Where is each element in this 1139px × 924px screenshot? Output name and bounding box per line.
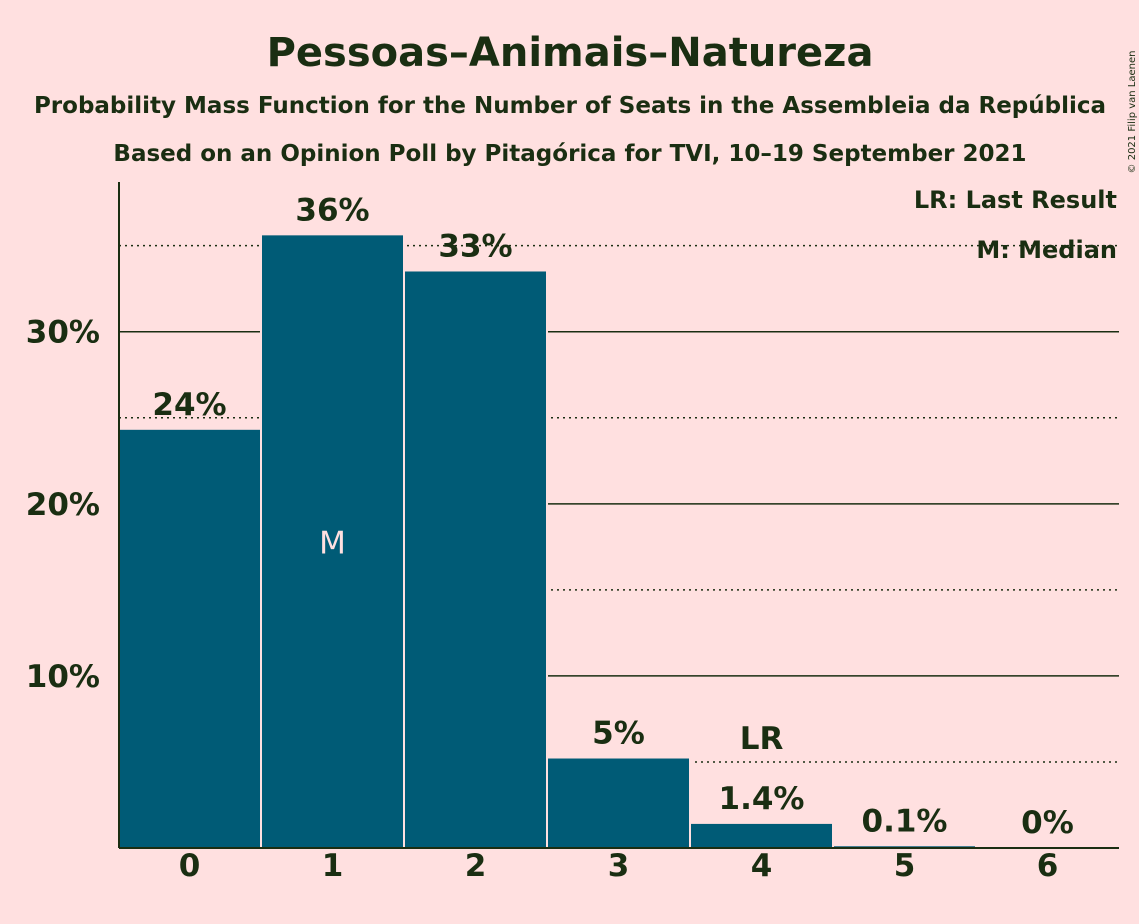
chart-subtitle-2: Based on an Opinion Poll by Pitagórica f…	[113, 141, 1026, 167]
bar-2	[405, 271, 546, 848]
legend-median: M: Median	[976, 236, 1117, 264]
bar-0	[119, 429, 260, 848]
copyright-text: © 2021 Filip van Laenen	[1127, 51, 1138, 174]
chart-title: Pessoas–Animais–Natureza	[267, 30, 874, 76]
y-tick-label: 10%	[26, 659, 100, 695]
x-tick-label: 6	[1037, 848, 1059, 884]
data-label: 24%	[152, 387, 226, 423]
x-tick-label: 0	[179, 848, 201, 884]
data-label: 1.4%	[719, 781, 805, 817]
data-label: 0.1%	[862, 803, 948, 839]
chart-subtitle-1: Probability Mass Function for the Number…	[34, 93, 1106, 119]
last-result-marker: LR	[740, 721, 784, 757]
data-label: 5%	[592, 716, 645, 752]
bar-1	[262, 235, 403, 849]
x-tick-label: 4	[751, 848, 773, 884]
x-tick-label: 5	[894, 848, 916, 884]
x-tick-label: 3	[608, 848, 630, 884]
median-marker: M	[319, 526, 346, 562]
bar-3	[548, 758, 689, 848]
legend-last-result: LR: Last Result	[914, 186, 1117, 214]
y-tick-label: 20%	[26, 487, 100, 523]
axes	[118, 182, 1119, 849]
data-label: 33%	[438, 228, 512, 264]
data-label: 36%	[295, 192, 369, 228]
bar-4	[691, 823, 832, 848]
bars	[117, 235, 977, 849]
x-tick-label: 1	[322, 848, 344, 884]
labels: 10% 20% 30% 24% 0 36% 1 M 33% 2 5% 3 1.4% 4 LR 0.1% 5 0% 6	[26, 192, 1074, 884]
data-label: 0%	[1021, 805, 1074, 841]
y-tick-label: 30%	[26, 315, 100, 351]
x-tick-label: 2	[465, 848, 487, 884]
